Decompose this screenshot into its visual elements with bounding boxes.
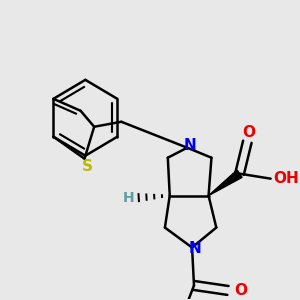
Text: N: N xyxy=(189,241,201,256)
Text: H: H xyxy=(123,190,135,205)
Polygon shape xyxy=(208,170,242,196)
Text: O: O xyxy=(234,283,247,298)
Text: O: O xyxy=(242,125,255,140)
Text: OH: OH xyxy=(273,171,299,186)
Text: N: N xyxy=(184,138,196,153)
Text: S: S xyxy=(82,159,93,174)
